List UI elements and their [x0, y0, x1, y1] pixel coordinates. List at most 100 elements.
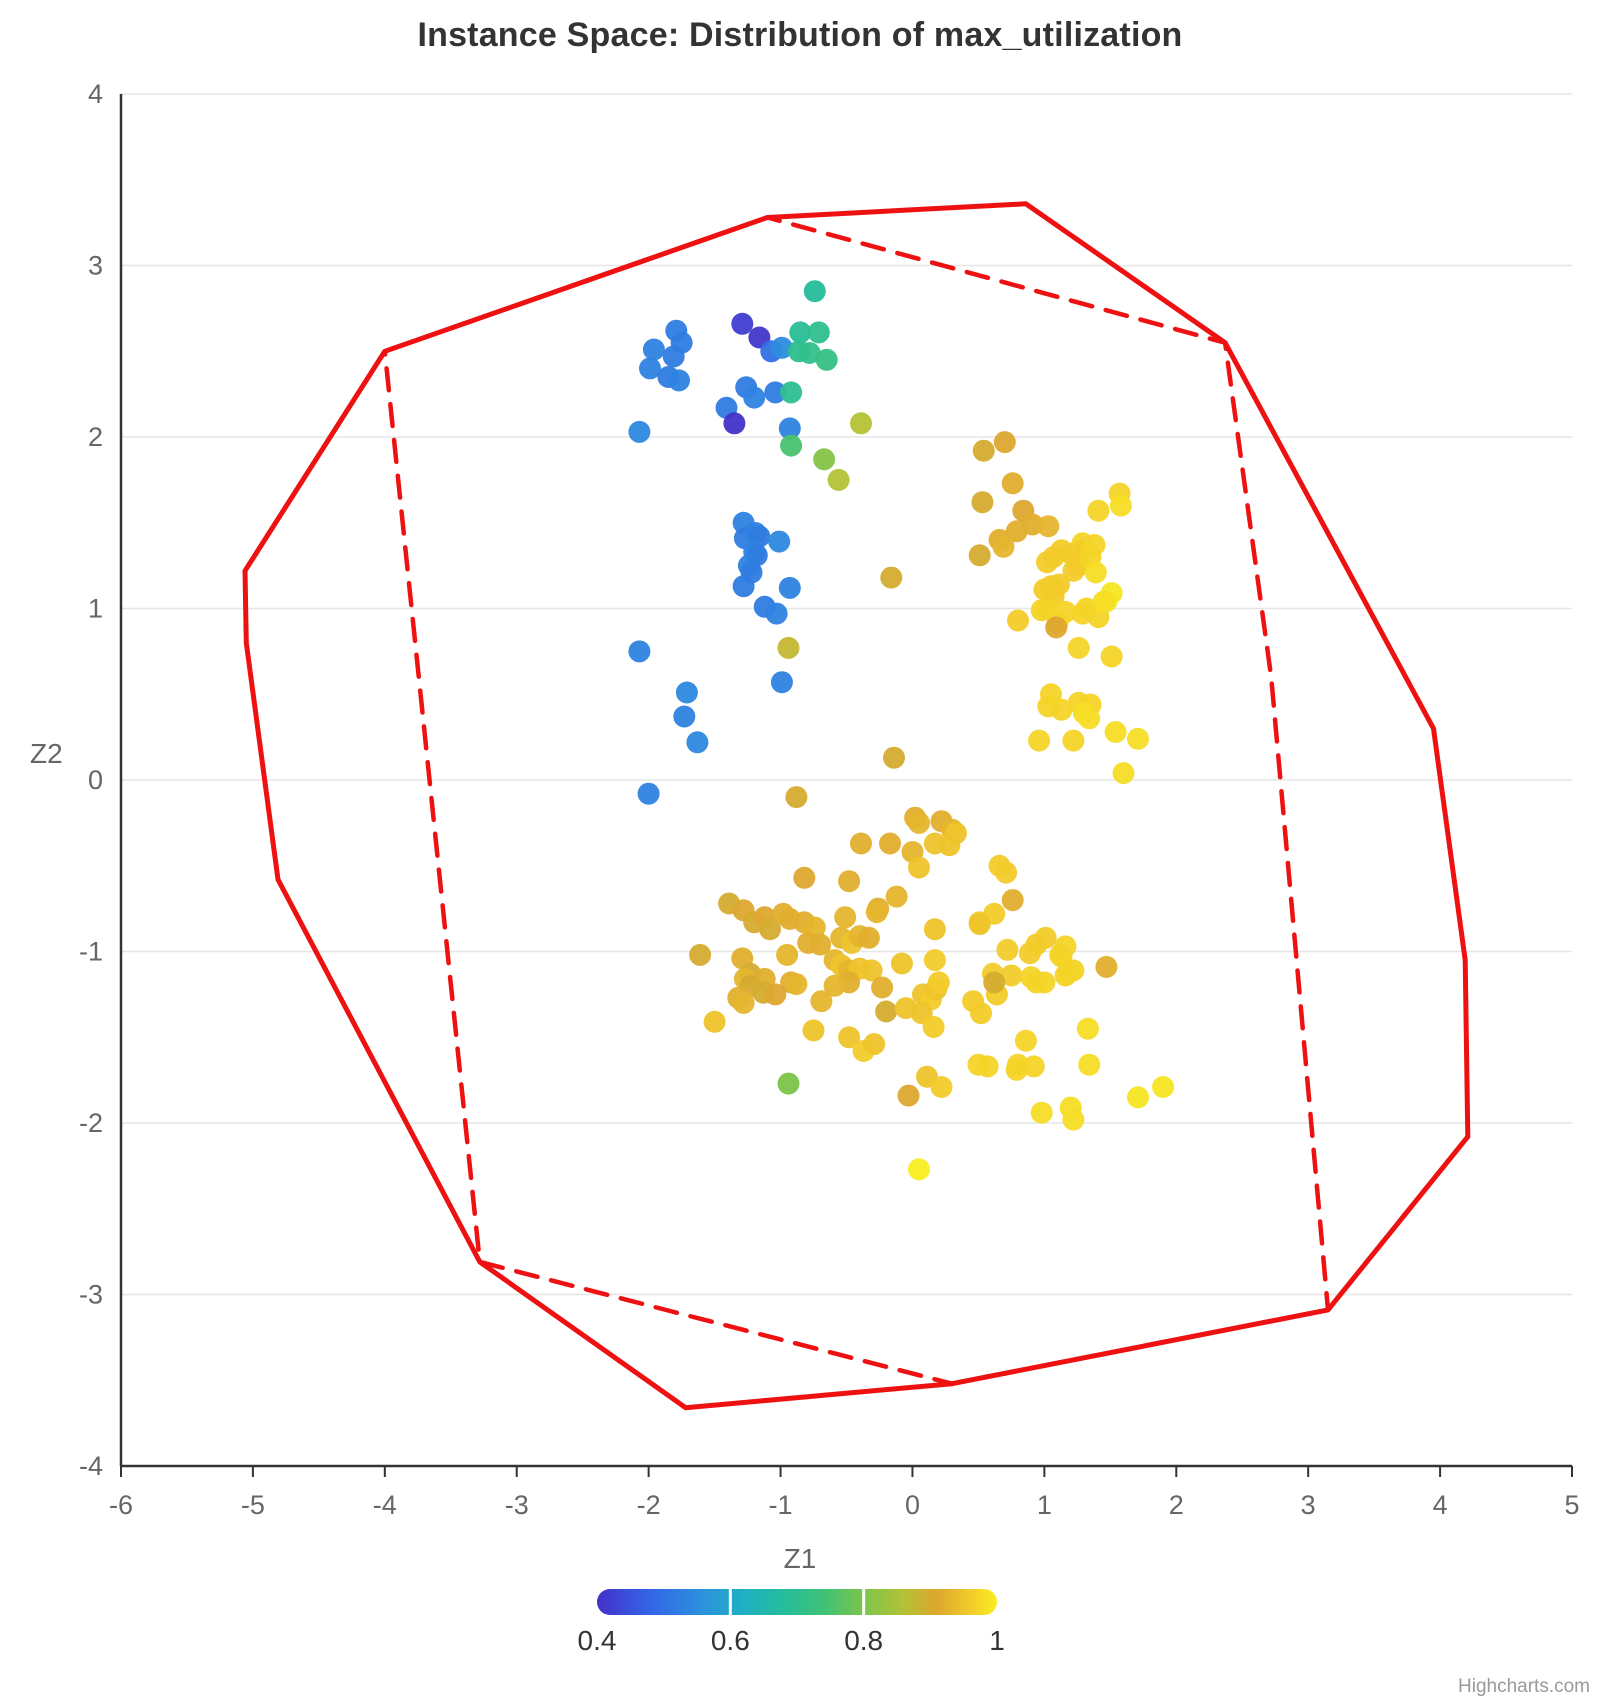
scatter-point[interactable]: [1001, 472, 1024, 495]
scatter-point[interactable]: [879, 832, 901, 855]
scatter-point[interactable]: [860, 959, 883, 982]
scatter-point[interactable]: [995, 861, 1018, 884]
scatter-point[interactable]: [1005, 520, 1028, 543]
scatter-point[interactable]: [1084, 561, 1107, 584]
scatter-point[interactable]: [971, 491, 994, 514]
scatter-point[interactable]: [1062, 729, 1085, 752]
scatter-point[interactable]: [1062, 1108, 1085, 1131]
scatter-point[interactable]: [628, 640, 651, 663]
scatter-point[interactable]: [838, 1026, 861, 1049]
scatter-point[interactable]: [1028, 729, 1051, 752]
scatter-point[interactable]: [732, 991, 755, 1014]
scatter-point[interactable]: [1007, 609, 1029, 632]
scatter-point[interactable]: [1033, 578, 1056, 601]
scatter-point[interactable]: [628, 420, 651, 443]
scatter-point[interactable]: [1087, 499, 1110, 522]
scatter-point[interactable]: [723, 412, 746, 435]
scatter-point[interactable]: [871, 976, 894, 999]
scatter-point[interactable]: [885, 885, 908, 908]
scatter-point[interactable]: [970, 1002, 992, 1025]
scatter-point[interactable]: [770, 336, 793, 359]
scatter-point[interactable]: [1030, 1101, 1053, 1124]
scatter-point[interactable]: [798, 342, 821, 364]
scatter-point[interactable]: [883, 746, 905, 769]
scatter-point[interactable]: [642, 338, 665, 361]
scatter-point[interactable]: [780, 381, 803, 404]
scatter-point[interactable]: [857, 926, 880, 949]
scatter-point[interactable]: [996, 938, 1019, 961]
scatter-point[interactable]: [1007, 1053, 1029, 1076]
scatter-point[interactable]: [1127, 1086, 1149, 1109]
scatter-point[interactable]: [927, 971, 950, 994]
scatter-point[interactable]: [731, 312, 754, 335]
scatter-point[interactable]: [1078, 1053, 1101, 1076]
scatter-point[interactable]: [1050, 698, 1073, 721]
scatter-point[interactable]: [764, 983, 787, 1006]
scatter-point[interactable]: [1075, 597, 1098, 620]
scatter-point[interactable]: [992, 535, 1015, 558]
scatter-point[interactable]: [1109, 494, 1132, 517]
scatter-point[interactable]: [865, 901, 888, 924]
scatter-point[interactable]: [813, 448, 836, 471]
scatter-point[interactable]: [780, 434, 803, 457]
scatter-point[interactable]: [972, 439, 995, 462]
scatter-point[interactable]: [1045, 616, 1068, 639]
scatter-point[interactable]: [863, 1033, 886, 1056]
scatter-point[interactable]: [1057, 961, 1080, 984]
scatter-point[interactable]: [662, 345, 685, 368]
scatter-point[interactable]: [1014, 1029, 1037, 1052]
scatter-point[interactable]: [675, 681, 698, 704]
scatter-point[interactable]: [834, 906, 857, 929]
scatter-point[interactable]: [908, 811, 930, 834]
scatter-point[interactable]: [785, 786, 808, 809]
scatter-point[interactable]: [838, 870, 861, 893]
scatter-point[interactable]: [1067, 636, 1090, 659]
scatter-point[interactable]: [803, 280, 826, 303]
scatter-point[interactable]: [968, 913, 991, 936]
scatter-point[interactable]: [1076, 1017, 1099, 1040]
scatter-point[interactable]: [1092, 590, 1115, 613]
scatter-point[interactable]: [1001, 889, 1024, 912]
scatter-point[interactable]: [793, 866, 816, 889]
scatter-point[interactable]: [1033, 971, 1056, 994]
scatter-point[interactable]: [1030, 599, 1053, 622]
scatter-point[interactable]: [815, 348, 838, 371]
scatter-point[interactable]: [777, 1072, 800, 1095]
scatter-point[interactable]: [789, 321, 812, 344]
scatter-point[interactable]: [1036, 551, 1058, 574]
scatter-point[interactable]: [1037, 515, 1060, 538]
scatter-point[interactable]: [1078, 707, 1101, 730]
scatter-point[interactable]: [807, 321, 830, 344]
scatter-point[interactable]: [1104, 721, 1127, 743]
scatter-point[interactable]: [968, 544, 991, 567]
scatter-point[interactable]: [1112, 762, 1135, 785]
scatter-point[interactable]: [908, 856, 930, 879]
scatter-point[interactable]: [1025, 933, 1048, 956]
scatter-point[interactable]: [778, 576, 801, 599]
scatter-point[interactable]: [890, 952, 913, 975]
scatter-point[interactable]: [908, 1158, 930, 1181]
scatter-point[interactable]: [764, 381, 787, 404]
scatter-point[interactable]: [759, 918, 781, 941]
scatter-point[interactable]: [778, 417, 801, 440]
scatter-point[interactable]: [823, 974, 846, 997]
scatter-point[interactable]: [765, 602, 788, 625]
scatter-point[interactable]: [1100, 645, 1123, 668]
scatter-point[interactable]: [850, 832, 872, 855]
scatter-point[interactable]: [923, 918, 946, 941]
scatter-point[interactable]: [1127, 727, 1149, 750]
scatter-point[interactable]: [930, 1076, 953, 1098]
scatter-point[interactable]: [770, 671, 793, 694]
scatter-point[interactable]: [1095, 955, 1118, 978]
scatter-point[interactable]: [810, 990, 833, 1013]
scatter-point[interactable]: [993, 431, 1016, 454]
scatter-point[interactable]: [668, 369, 690, 392]
scatter-point[interactable]: [673, 705, 696, 728]
scatter-point[interactable]: [897, 1084, 920, 1107]
scatter-point[interactable]: [809, 933, 832, 956]
scatter-point[interactable]: [875, 1000, 898, 1023]
scatter-point[interactable]: [777, 636, 800, 659]
scatter-point[interactable]: [703, 1010, 726, 1033]
scatter-point[interactable]: [802, 1019, 825, 1042]
scatter-point[interactable]: [923, 949, 946, 972]
